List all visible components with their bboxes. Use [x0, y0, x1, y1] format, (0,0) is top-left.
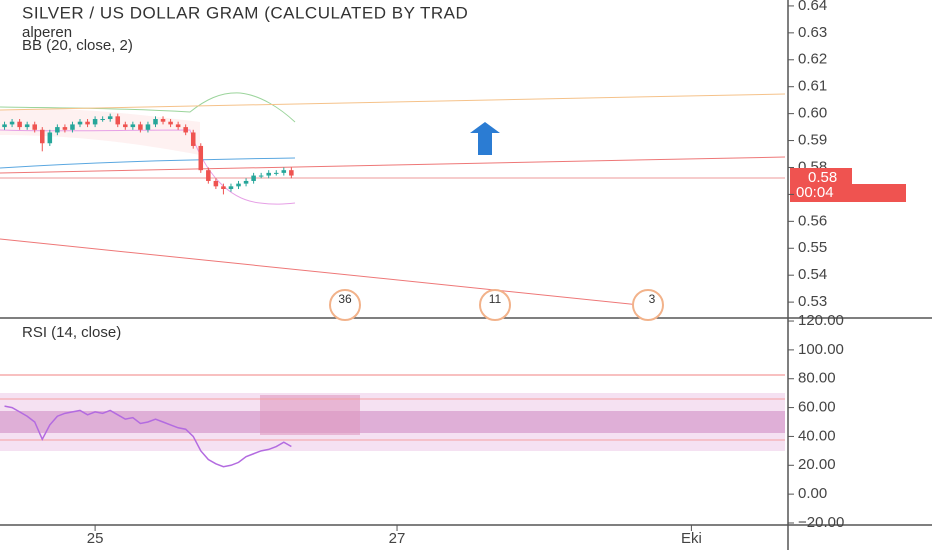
candle-body — [123, 124, 128, 128]
candle-body — [198, 145, 204, 171]
y-tick-label: 0.00 — [798, 485, 827, 502]
last-price-label: 0.58 — [808, 169, 837, 186]
event-count: 11 — [489, 292, 502, 306]
bb-fill — [0, 108, 200, 155]
candle-body — [153, 119, 158, 125]
y-tick-label: 100.00 — [798, 341, 844, 358]
y-tick-label: 0.60 — [798, 105, 827, 122]
event-badge[interactable]: 11 — [479, 289, 511, 321]
chart-title: SILVER / US DOLLAR GRAM (CALCULATED BY T… — [22, 3, 468, 22]
countdown: 00:04 — [796, 184, 834, 201]
y-tick-label: 0.54 — [798, 266, 827, 283]
candle-body — [236, 183, 241, 187]
countdown-box — [790, 184, 906, 202]
y-tick-label: 0.61 — [798, 78, 827, 95]
arrow-up — [470, 122, 500, 155]
y-tick-label: 20.00 — [798, 456, 836, 473]
candle-body — [9, 121, 15, 125]
candle-body — [85, 121, 90, 125]
candle-body — [168, 121, 173, 125]
event-count: 36 — [338, 292, 352, 306]
candle-body — [24, 124, 30, 128]
y-tick-label: 40.00 — [798, 427, 836, 444]
y-tick-label: −20.00 — [798, 514, 844, 531]
candle-body — [206, 170, 211, 181]
last-price-box — [790, 168, 852, 188]
event-badge[interactable]: 36 — [329, 289, 361, 321]
trend-line — [0, 238, 641, 306]
candle-body — [145, 124, 151, 130]
x-tick-label: 27 — [389, 530, 406, 547]
trend-line — [0, 93, 786, 111]
y-tick-label: 0.64 — [798, 0, 827, 14]
candle-body — [221, 186, 226, 190]
event-icon — [329, 289, 361, 321]
y-tick-label: 0.53 — [798, 293, 827, 310]
candle-body — [266, 172, 271, 176]
candle-body — [77, 121, 83, 125]
y-tick-label: 0.55 — [798, 239, 827, 256]
event-icon — [632, 289, 664, 321]
rsi-highlight — [260, 395, 360, 435]
candle-body — [130, 124, 136, 128]
candle-body — [289, 170, 294, 176]
candle-body — [70, 124, 75, 130]
y-tick-label: 80.00 — [798, 370, 836, 387]
candle-body — [47, 132, 53, 144]
candle-body — [273, 172, 279, 174]
rsi-title: RSI (14, close) — [22, 324, 121, 341]
subtitle: alperen — [22, 24, 72, 41]
y-tick-label: 120.00 — [798, 312, 844, 329]
candle-body — [228, 186, 234, 190]
candle-body — [190, 132, 196, 146]
candle-body — [62, 127, 68, 130]
rsi-band-inner — [0, 411, 785, 433]
y-tick-label: 0.59 — [798, 132, 827, 149]
rsi-line — [4, 405, 292, 468]
y-tick-label: 0.56 — [798, 212, 827, 229]
event-icon — [479, 289, 511, 321]
candle-body — [115, 116, 121, 125]
candle-body — [2, 124, 7, 128]
candle-body — [55, 127, 60, 133]
candle-body — [251, 175, 256, 181]
candle-body — [100, 119, 105, 121]
event-count: 3 — [649, 292, 656, 306]
candle-body — [40, 129, 45, 144]
y-tick-label: 60.00 — [798, 399, 836, 416]
indicator-label: BB (20, close, 2) — [22, 37, 133, 54]
candle-body — [281, 170, 287, 173]
candle-body — [183, 127, 188, 133]
x-tick-label: Eki — [681, 530, 702, 547]
candle-body — [258, 175, 264, 177]
candle-body — [243, 180, 249, 184]
candle-body — [17, 121, 22, 128]
candle-body — [32, 124, 37, 130]
candle-body — [160, 119, 166, 122]
candle-body — [107, 116, 113, 120]
trend-line — [0, 156, 786, 174]
y-tick-label: 0.62 — [798, 51, 827, 68]
candle-body — [138, 124, 143, 130]
event-badge[interactable]: 3 — [632, 289, 664, 321]
y-tick-label: 0.63 — [798, 24, 827, 41]
candle-body — [92, 119, 98, 125]
candle-body — [213, 180, 219, 187]
x-tick-label: 25 — [87, 530, 104, 547]
bb-basis — [0, 157, 296, 169]
candle-body — [175, 124, 181, 128]
